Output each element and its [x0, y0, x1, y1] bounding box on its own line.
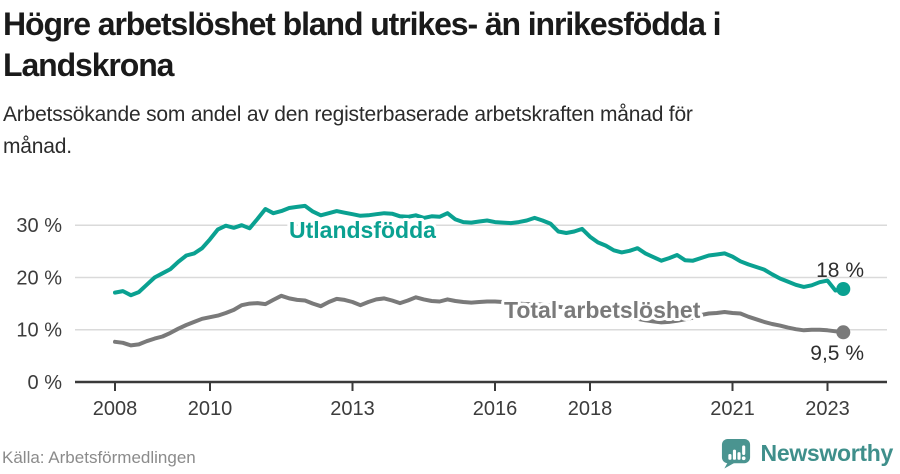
newsworthy-logo: Newsworthy: [720, 437, 893, 470]
x-tick-label-2008: 2008: [93, 398, 138, 420]
x-tick-label-2021: 2021: [710, 398, 755, 420]
series-line-utlandsfodda: [113, 203, 846, 298]
title-line-2: Landskrona: [3, 46, 174, 83]
x-tick-label-2016: 2016: [473, 398, 518, 420]
end-value-label-total: 9,5 %: [810, 342, 864, 365]
page-title: Högre arbetslöshet bland utrikes- än inr…: [3, 4, 897, 86]
end-dot-utlandsfodda: [836, 282, 851, 296]
bar-medium: [736, 452, 741, 460]
brand-name: Newsworthy: [760, 440, 894, 466]
title-line-1: Högre arbetslöshet bland utrikes- än inr…: [3, 6, 722, 42]
y-tick-label-30: 30 %: [16, 215, 62, 237]
x-tick-label-2018: 2018: [568, 398, 613, 420]
bar-tall: [732, 449, 736, 460]
exclamation-dot: [741, 456, 746, 461]
y-tick-label-10: 10 %: [16, 320, 62, 342]
series-label-total: Total arbetslöshet: [504, 297, 701, 323]
header: Högre arbetslöshet bland utrikes- än inr…: [3, 4, 897, 164]
chart-subtitle: Arbetssökande som andel av den registerb…: [3, 99, 897, 164]
newsworthy-speech-bubble-bar-chart-icon: [721, 438, 750, 469]
y-tick-label-0: 0 %: [28, 372, 63, 394]
end-value-label-utlandsfodda: 18 %: [816, 259, 864, 282]
bar-short: [727, 453, 731, 460]
series-label-utlandsfodda: Utlandsfödda: [289, 217, 436, 243]
exclamation-bar: [741, 445, 745, 456]
x-tick-label-2013: 2013: [330, 398, 375, 420]
x-tick-label-2023: 2023: [805, 398, 850, 420]
x-tick-label-2010: 2010: [188, 398, 233, 420]
subtitle-line-1: Arbetssökande som andel av den registerb…: [3, 102, 693, 126]
footer: Källa: Arbetsförmedlingen Newsworthy: [0, 438, 900, 474]
end-dot-total: [836, 325, 851, 340]
source-credit: Källa: Arbetsförmedlingen: [2, 448, 196, 467]
y-tick-label-20: 20 %: [16, 267, 62, 289]
series-line-total: [113, 293, 846, 348]
subtitle-line-2: månad.: [3, 135, 72, 159]
